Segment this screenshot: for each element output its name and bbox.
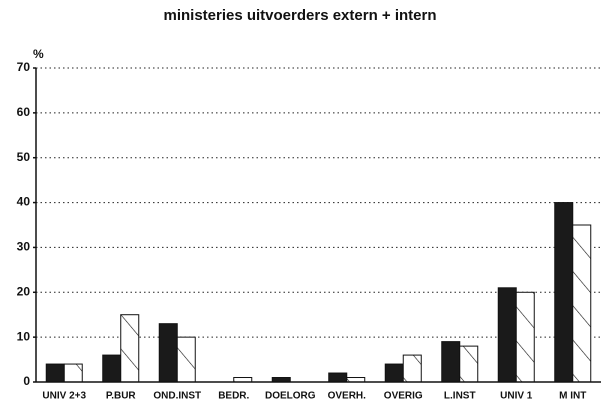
x-tick-label: UNIV 1 [500, 391, 533, 402]
bar [120, 314, 140, 383]
y-tick-label: 50 [17, 150, 31, 164]
bar [497, 287, 517, 383]
x-tick-label: P.BUR [106, 391, 137, 402]
bar [102, 354, 122, 383]
x-tick-label: BEDR. [218, 391, 249, 402]
x-tick-label: L.INST [444, 391, 476, 402]
x-tick-label: M INT [559, 391, 586, 402]
y-axis-label: % [33, 47, 44, 61]
x-tick-label: OVERH. [328, 391, 367, 402]
bar [441, 341, 461, 383]
bar [384, 363, 404, 383]
y-tick-label: 60 [17, 105, 31, 119]
bar [328, 372, 348, 383]
y-tick-label: 10 [17, 329, 31, 343]
bar [554, 202, 574, 383]
x-tick-label: DOELORG [265, 391, 316, 402]
bar [45, 363, 65, 383]
bar [572, 224, 592, 383]
bar [176, 336, 196, 383]
y-tick-label: 70 [17, 60, 31, 74]
x-tick-label: OND.INST [153, 391, 201, 402]
bar [459, 345, 479, 383]
bar [402, 354, 422, 383]
bar [515, 291, 535, 383]
bar [63, 363, 83, 383]
y-tick-label: 20 [17, 284, 31, 298]
x-tick-label: UNIV 2+3 [42, 391, 86, 402]
y-tick-label: 30 [17, 240, 31, 254]
bar [158, 323, 178, 383]
x-tick-label: OVERIG [384, 391, 423, 402]
chart-title: ministeries uitvoerders extern + intern [163, 7, 436, 24]
y-tick-label: 40 [17, 195, 31, 209]
y-tick-label: 0 [23, 374, 30, 388]
